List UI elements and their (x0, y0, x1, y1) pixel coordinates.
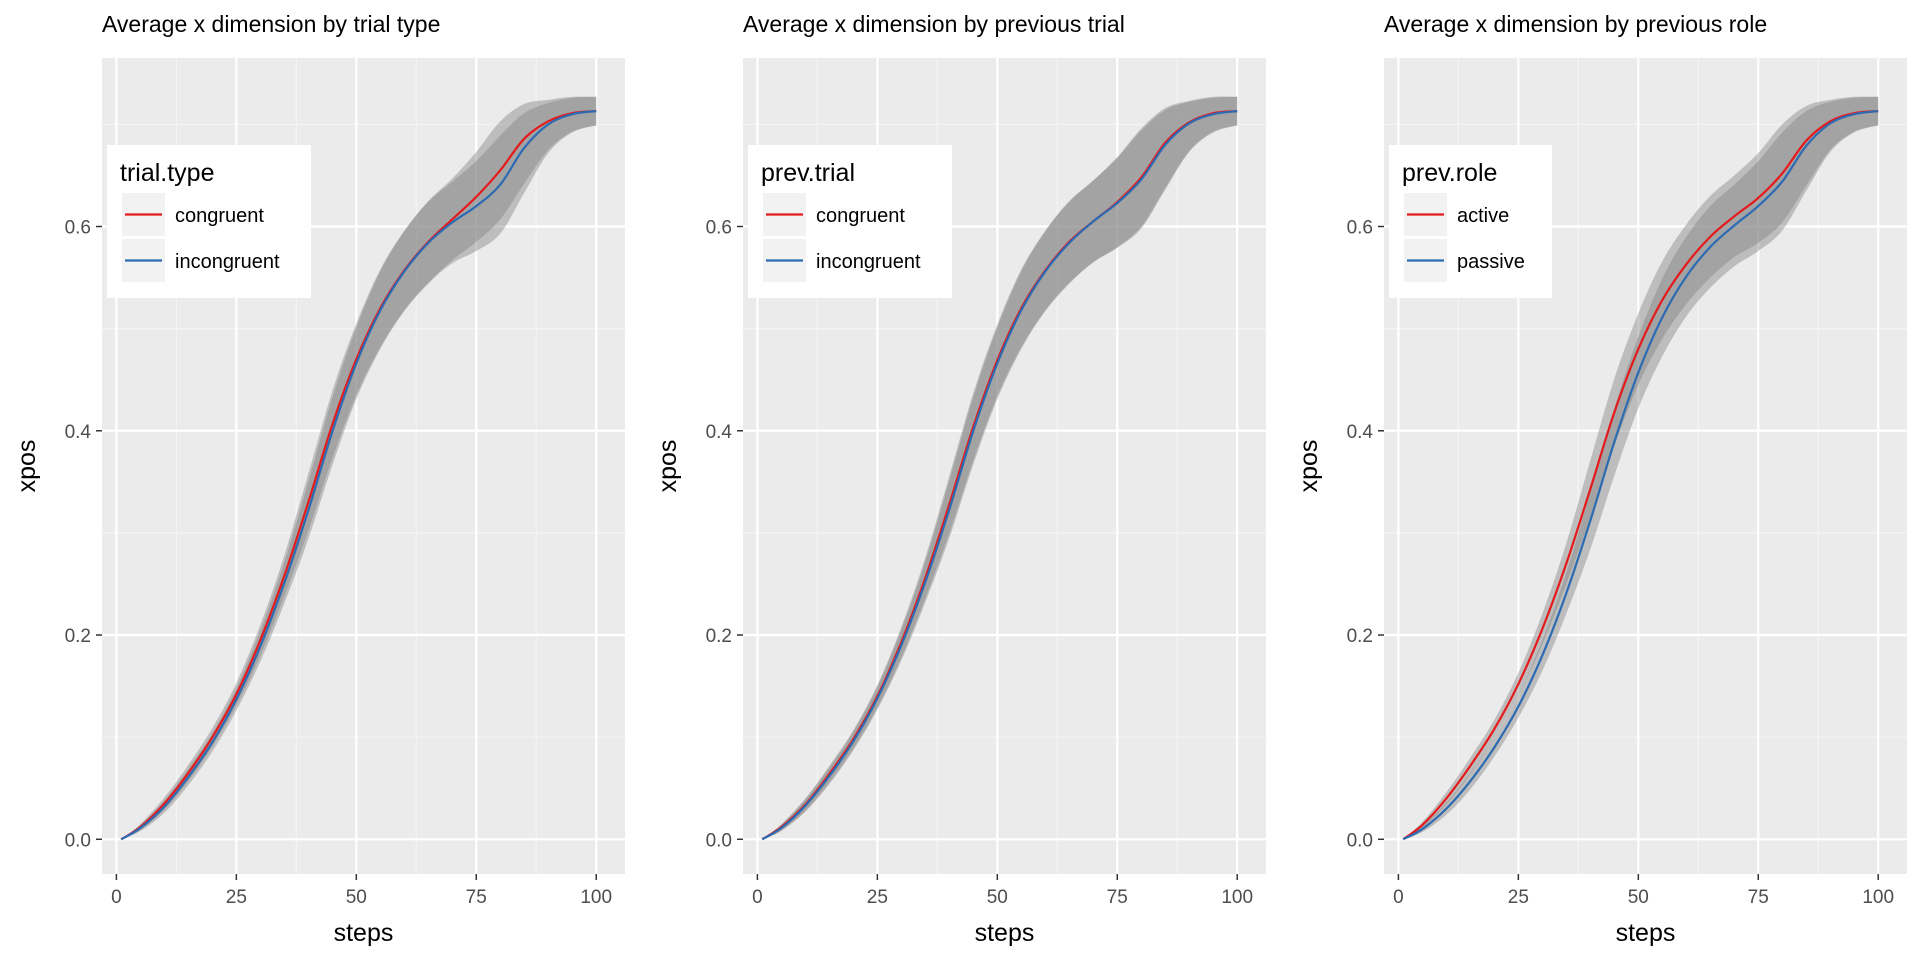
legend-label-1: congruent (816, 205, 905, 227)
x-tick-label: 25 (867, 887, 888, 908)
x-tick-label: 50 (1628, 887, 1649, 908)
x-tick-label: 0 (752, 887, 763, 908)
series-line-2 (120, 110, 597, 841)
x-tick-label: 25 (226, 887, 247, 908)
series-line-1 (1402, 110, 1879, 841)
y-tick-label: 0.6 (1347, 218, 1373, 239)
legend: trial.type congruent incongruent (107, 145, 311, 298)
y-tick-label: 0.0 (706, 830, 732, 851)
y-axis-label: xpos (13, 440, 41, 493)
x-axis-label: steps (1616, 919, 1676, 947)
x-tick-label: 100 (1221, 887, 1253, 908)
legend-label-1: congruent (175, 205, 264, 227)
chart-panel-1: 0 25 50 75 100 0.0 0.2 0.4 0.6 steps xpos Average x… (13, 11, 625, 947)
legend-title: trial.type (120, 159, 214, 187)
legend-label-1: active (1457, 205, 1509, 227)
series-line-1 (761, 110, 1238, 841)
y-tick-label: 0.4 (706, 422, 733, 443)
chart-title: Average x dimension by previous role (1384, 11, 1767, 37)
series-line-2 (1402, 110, 1879, 841)
x-tick-label: 100 (1862, 887, 1894, 908)
chart-panel-3: 0 25 50 75 100 0.0 0.2 0.4 0.6 steps xpos Average x… (1295, 11, 1907, 947)
legend-label-2: incongruent (175, 251, 280, 273)
x-tick-label: 50 (346, 887, 367, 908)
legend: prev.role active passive (1389, 145, 1552, 298)
legend-label-2: passive (1457, 251, 1525, 273)
x-tick-label: 75 (1748, 887, 1769, 908)
y-tick-label: 0.4 (65, 422, 92, 443)
x-tick-label: 50 (987, 887, 1008, 908)
y-tick-label: 0.2 (1347, 626, 1373, 647)
x-axis-label: steps (334, 919, 394, 947)
y-tick-label: 0.0 (1347, 830, 1373, 851)
legend: prev.trial congruent incongruent (748, 145, 952, 298)
x-tick-label: 100 (580, 887, 612, 908)
x-tick-label: 75 (1107, 887, 1128, 908)
y-axis-label: xpos (1295, 440, 1323, 493)
x-tick-label: 75 (466, 887, 487, 908)
y-tick-label: 0.2 (65, 626, 91, 647)
legend-title: prev.role (1402, 159, 1497, 187)
x-tick-label: 25 (1508, 887, 1529, 908)
chart-title: Average x dimension by previous trial (743, 11, 1125, 37)
y-tick-label: 0.0 (65, 830, 91, 851)
series-line-1 (120, 110, 597, 841)
chart-panel-2: 0 25 50 75 100 0.0 0.2 0.4 0.6 steps xpos Average x… (654, 11, 1266, 947)
y-tick-label: 0.2 (706, 626, 732, 647)
series-line-2 (761, 110, 1238, 841)
y-axis-label: xpos (654, 440, 682, 493)
y-tick-label: 0.4 (1347, 422, 1374, 443)
y-tick-label: 0.6 (65, 218, 91, 239)
legend-title: prev.trial (761, 159, 855, 187)
x-tick-label: 0 (1393, 887, 1404, 908)
legend-label-2: incongruent (816, 251, 921, 273)
chart-title: Average x dimension by trial type (102, 11, 440, 37)
x-tick-label: 0 (111, 887, 122, 908)
y-tick-label: 0.6 (706, 218, 732, 239)
x-axis-label: steps (975, 919, 1035, 947)
